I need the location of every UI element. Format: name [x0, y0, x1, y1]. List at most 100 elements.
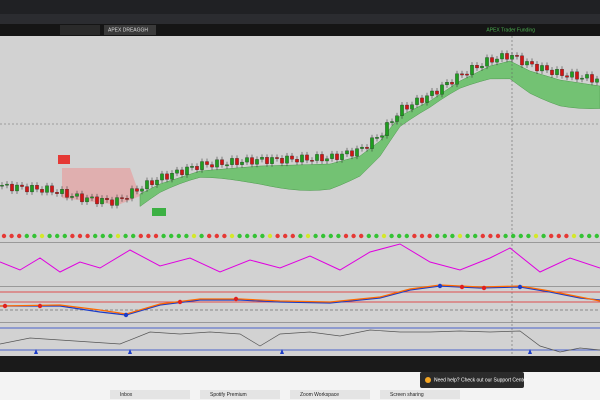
signal-dot	[465, 233, 470, 239]
candle	[135, 188, 139, 192]
signal-dot	[275, 233, 280, 239]
panel-divider	[0, 242, 600, 243]
candle	[190, 166, 194, 168]
candle	[370, 137, 374, 149]
signal-dot	[131, 233, 136, 239]
tab-strip	[0, 0, 600, 14]
candle	[330, 153, 334, 159]
signal-dot	[267, 233, 273, 239]
candle	[115, 197, 119, 206]
signal-dot	[207, 233, 212, 239]
signal-dot	[389, 233, 394, 239]
candle	[405, 104, 409, 110]
ma-line	[0, 284, 600, 315]
candle	[15, 184, 19, 192]
taskbar-item[interactable]	[290, 390, 370, 399]
signal-dot	[518, 233, 523, 239]
panel-divider	[0, 286, 600, 287]
candle	[515, 55, 519, 57]
bottom-oscillator	[0, 329, 600, 353]
signal-dot	[343, 233, 349, 239]
signal-dot	[480, 233, 485, 239]
tab[interactable]	[60, 25, 100, 35]
support-popup[interactable]	[420, 372, 524, 388]
candle	[90, 196, 94, 199]
support-text: Need help? Check out our Support Center	[434, 377, 528, 383]
candle	[195, 166, 199, 170]
candle	[265, 157, 269, 164]
signal-dot	[404, 233, 409, 239]
signal-dot	[526, 233, 531, 239]
candle	[105, 198, 109, 201]
ma-dot	[177, 299, 183, 305]
candle	[180, 169, 184, 175]
signal-dot	[321, 233, 326, 239]
candle	[360, 146, 364, 149]
signal-dot	[100, 233, 106, 239]
candle	[140, 188, 144, 192]
signal-dot	[32, 233, 37, 239]
signal-dot	[55, 233, 60, 239]
candle	[490, 57, 494, 63]
candle	[45, 185, 49, 193]
signal-dot	[229, 233, 235, 239]
candle	[415, 97, 419, 105]
candle	[535, 63, 539, 72]
candle	[595, 78, 599, 83]
candle	[250, 157, 254, 165]
signal-dot	[290, 233, 295, 239]
signal-dot	[115, 233, 121, 239]
candle	[80, 193, 84, 203]
signal-dot	[9, 233, 14, 239]
signal-dot	[298, 233, 303, 239]
taskbar-label: Screen sharing	[390, 392, 424, 398]
signal-dot	[17, 233, 22, 239]
candle	[430, 90, 434, 96]
signal-dot	[594, 233, 599, 239]
candle	[155, 179, 159, 185]
taskbar-label: Zoom Workspace	[300, 392, 339, 398]
tab[interactable]	[104, 25, 156, 35]
candle	[590, 74, 594, 83]
candle	[435, 90, 439, 95]
signal-dot	[176, 233, 181, 239]
candle	[510, 55, 514, 60]
signal-dot	[47, 233, 52, 239]
candle	[275, 157, 279, 159]
candle	[485, 57, 489, 67]
signal-dot	[427, 233, 432, 239]
candle	[5, 183, 9, 186]
candle	[225, 164, 229, 167]
taskbar-item[interactable]	[380, 390, 460, 399]
candle	[85, 197, 89, 203]
candle	[400, 104, 404, 116]
signal-dot	[93, 233, 98, 239]
signal-dot	[1, 233, 7, 239]
candle	[285, 155, 289, 164]
candle	[230, 158, 234, 165]
candle	[460, 73, 464, 76]
signal-dot	[457, 233, 463, 239]
taskbar-item[interactable]	[200, 390, 280, 399]
ma-line	[0, 285, 600, 316]
marker	[34, 349, 38, 354]
ma-dot	[233, 296, 239, 302]
ma-dot	[123, 312, 129, 318]
signal-dot	[579, 233, 584, 239]
signal-dot	[564, 233, 569, 239]
signal-dot	[305, 233, 311, 239]
candle	[30, 185, 34, 193]
signal-dot	[366, 233, 371, 239]
candle	[210, 164, 214, 168]
candle	[585, 74, 589, 79]
taskbar-item[interactable]	[110, 390, 190, 399]
signal-dot	[359, 233, 364, 239]
oscillator-line	[0, 243, 600, 273]
signal-dot	[123, 233, 128, 239]
signal-dot	[419, 233, 425, 239]
signal-dot	[108, 233, 113, 239]
candle	[295, 159, 299, 163]
signal-dot	[473, 233, 478, 239]
